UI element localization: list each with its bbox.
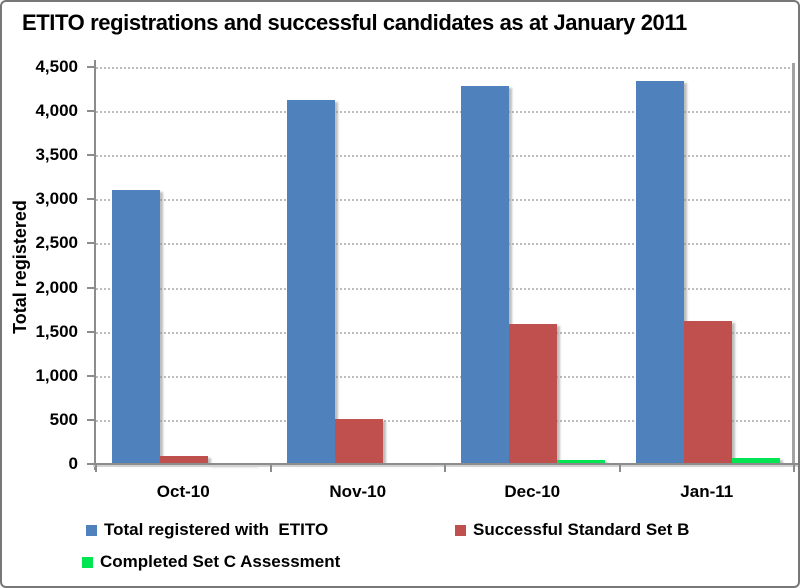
bar-series1-Dec-10	[461, 85, 509, 464]
legend-swatch-series3	[82, 556, 93, 568]
legend-label-series2: Successful Standard Set B	[473, 520, 690, 539]
bar-series3-Dec-10	[557, 459, 605, 464]
y-tick-label-3,000: 3,000	[35, 189, 78, 209]
bar-series2-Nov-10	[334, 419, 383, 464]
y-tick-mark-1,500	[87, 330, 96, 333]
chart-title: ETITO registrations and successful candi…	[22, 10, 687, 35]
y-tick-label-0: 0	[68, 454, 78, 473]
legend-item-series3: Completed Set C Assessment	[82, 552, 340, 572]
gridline-2000	[96, 287, 794, 290]
legend-item-series1: Total registered with ETITO	[86, 520, 328, 540]
legend-swatch-series1	[86, 524, 97, 536]
x-tick-mark-1	[269, 464, 272, 472]
legend-label-series1: Total registered with ETITO	[104, 520, 329, 539]
y-tick-mark-0	[87, 463, 96, 465]
gridline-2500	[96, 243, 794, 246]
x-tick-mark-0	[95, 464, 97, 472]
y-axis-line	[94, 60, 96, 470]
y-tick-mark-4,000	[87, 110, 96, 113]
bar-series2-Oct-10	[160, 456, 208, 464]
gridline-500	[96, 419, 794, 422]
x-tick-mark-3	[618, 464, 621, 472]
y-tick-mark-4,500	[87, 66, 96, 68]
plot-area	[96, 63, 795, 464]
bar-series2-Dec-10	[509, 323, 557, 464]
x-tick-mark-4	[793, 464, 795, 472]
y-tick-label-500: 500	[49, 409, 78, 429]
gridline-1500	[96, 331, 794, 334]
y-tick-mark-2,500	[87, 242, 96, 245]
gridline-3000	[96, 199, 794, 202]
y-tick-mark-3,500	[87, 154, 96, 157]
bar-series1-Jan-11	[635, 81, 684, 464]
bar-series1-Nov-10	[286, 99, 335, 464]
bar-series2-Jan-11	[683, 321, 732, 464]
y-tick-label-4,000: 4,000	[35, 101, 78, 121]
legend-label-series3: Completed Set C Assessment	[100, 552, 341, 571]
x-category-label-Nov-10: Nov-10	[329, 482, 387, 501]
gridline-4500	[96, 67, 794, 69]
y-tick-mark-500	[87, 418, 96, 421]
gridline-1000	[96, 375, 794, 378]
legend-item-series2: Successful Standard Set B	[455, 520, 689, 540]
gridline-4000	[96, 111, 794, 114]
x-tick-mark-2	[444, 464, 446, 472]
bar-series1-Oct-10	[112, 189, 160, 464]
y-tick-mark-3,000	[87, 198, 96, 201]
x-category-label-Jan-11: Jan-11	[680, 482, 734, 501]
y-tick-label-4,500: 4,500	[35, 57, 78, 76]
plot-right-border	[792, 63, 795, 464]
y-tick-label-2,000: 2,000	[35, 277, 78, 297]
x-axis-shadow	[93, 465, 798, 467]
y-tick-label-1,500: 1,500	[35, 321, 78, 341]
y-tick-label-1,000: 1,000	[35, 365, 78, 385]
x-category-label-Dec-10: Dec-10	[504, 482, 561, 501]
y-tick-mark-1,000	[87, 374, 96, 377]
legend-swatch-series2	[455, 524, 466, 536]
x-category-label-Oct-10: Oct-10	[156, 482, 210, 501]
y-tick-label-2,500: 2,500	[35, 233, 78, 253]
y-tick-label-3,500: 3,500	[35, 145, 78, 165]
y-tick-mark-2,000	[87, 286, 96, 289]
gridline-3500	[96, 155, 794, 158]
bar-series3-Jan-11	[731, 457, 780, 464]
